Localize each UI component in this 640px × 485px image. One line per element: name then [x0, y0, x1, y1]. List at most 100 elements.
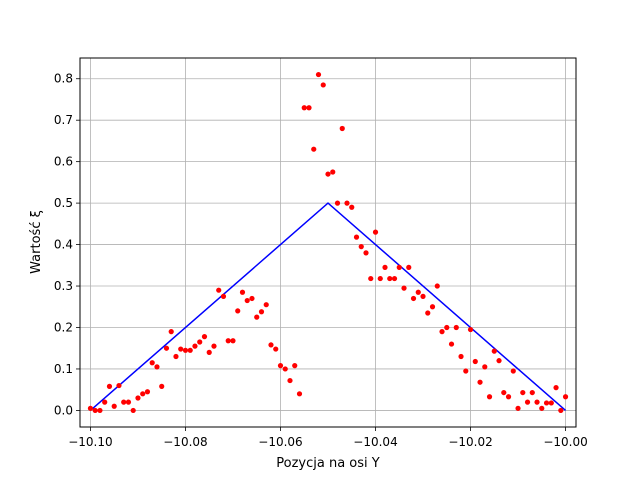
scatter-point [368, 275, 374, 282]
scatter-point [125, 399, 132, 405]
y-tick-label: 0.2 [54, 320, 73, 334]
scatter-point [520, 389, 526, 396]
scatter-point [87, 405, 94, 411]
scatter-point [135, 395, 141, 401]
x-tick-label: −10.04 [353, 435, 397, 449]
x-tick-label: −10.00 [543, 435, 587, 449]
scatter-point [168, 329, 174, 335]
x-tick-label: −10.06 [258, 435, 302, 449]
scatter-point [144, 389, 151, 395]
scatter-point [178, 346, 184, 352]
scatter-point [296, 391, 303, 397]
scatter-point [548, 400, 554, 406]
scatter-point [263, 302, 269, 308]
scatter-point [553, 385, 559, 391]
scatter-point [287, 377, 293, 384]
plot-data [87, 71, 569, 414]
scatter-point [391, 275, 398, 282]
scatter-point [325, 171, 331, 177]
scatter-point [434, 283, 440, 289]
axis-ticks: −10.10 −10.08 −10.06 −10.04 −10.02 −10.00 0.0 0… [54, 72, 588, 449]
scatter-point [306, 105, 312, 111]
scatter-point [482, 364, 488, 370]
scatter-point [415, 289, 421, 295]
scatter-point [154, 364, 160, 370]
scatter-point [235, 308, 241, 314]
scatter-point [496, 358, 502, 364]
scatter-point [230, 338, 236, 344]
y-tick-label: 0.3 [54, 279, 73, 293]
scatter-point [334, 200, 341, 206]
scatter-point [344, 200, 350, 206]
scatter-point [258, 309, 265, 315]
scatter-point [377, 275, 383, 282]
scatter-point [358, 244, 364, 250]
scatter-point [140, 391, 146, 397]
scatter-point [121, 399, 127, 405]
scatter-point [315, 71, 322, 78]
scatter-point [163, 345, 170, 351]
scatter-point [339, 125, 345, 132]
x-tick-label: −10.08 [163, 435, 207, 449]
scatter-point [149, 360, 155, 366]
scatter-point [382, 264, 388, 270]
scatter-point [558, 407, 564, 414]
y-tick-label: 0.1 [54, 362, 73, 376]
scatter-point [429, 304, 436, 310]
scatter-point [539, 405, 545, 411]
scatter-point [206, 349, 212, 355]
series-line [89, 202, 567, 411]
y-axis-label: Wartość ξ [29, 210, 44, 274]
scatter-point [216, 287, 222, 293]
scatter-point [282, 366, 288, 372]
scatter-point [254, 314, 260, 320]
scatter-point [330, 169, 336, 175]
scatter-point [159, 383, 165, 389]
y-tick-label: 0.0 [54, 403, 73, 417]
scatter-point [220, 293, 227, 299]
scatter-point [292, 363, 298, 369]
scatter-point [524, 399, 531, 405]
scatter-point [201, 334, 208, 340]
scatter-point [320, 82, 326, 88]
scatter-point [97, 407, 103, 414]
scatter-point [244, 297, 250, 304]
scatter-point [505, 394, 512, 400]
scatter-point [401, 285, 407, 291]
scatter-point [410, 295, 417, 302]
scatter-point [268, 342, 274, 348]
scatter-point [515, 405, 521, 411]
scatter-point [363, 250, 369, 256]
scatter-point [192, 343, 198, 349]
scatter-point [501, 389, 507, 396]
scatter-point [406, 264, 412, 270]
scatter-point [106, 383, 113, 389]
scatter-point [349, 204, 355, 210]
y-tick-label: 0.5 [54, 196, 73, 210]
scatter-point [387, 275, 393, 282]
scatter-point [472, 358, 478, 365]
x-tick-label: −10.02 [448, 435, 492, 449]
y-tick-label: 0.6 [54, 155, 73, 169]
scatter-point [273, 346, 279, 352]
scatter-point [187, 347, 193, 353]
scatter-point [130, 407, 136, 414]
scatter-point [420, 293, 426, 299]
scatter-point [173, 353, 179, 360]
y-tick-label: 0.7 [54, 113, 73, 127]
scatter-point [529, 389, 535, 396]
x-axis-label: Pozycja na osi Y [276, 456, 380, 471]
scatter-point [92, 407, 98, 414]
scatter-point [458, 353, 464, 360]
plot-frame [79, 57, 577, 428]
scatter-point [225, 338, 231, 344]
scatter-point [197, 339, 203, 345]
scatter-point [372, 229, 379, 235]
scatter-point [543, 400, 550, 406]
scatter-point [534, 399, 540, 405]
scatter-point [453, 324, 459, 331]
scatter-point [211, 343, 217, 349]
